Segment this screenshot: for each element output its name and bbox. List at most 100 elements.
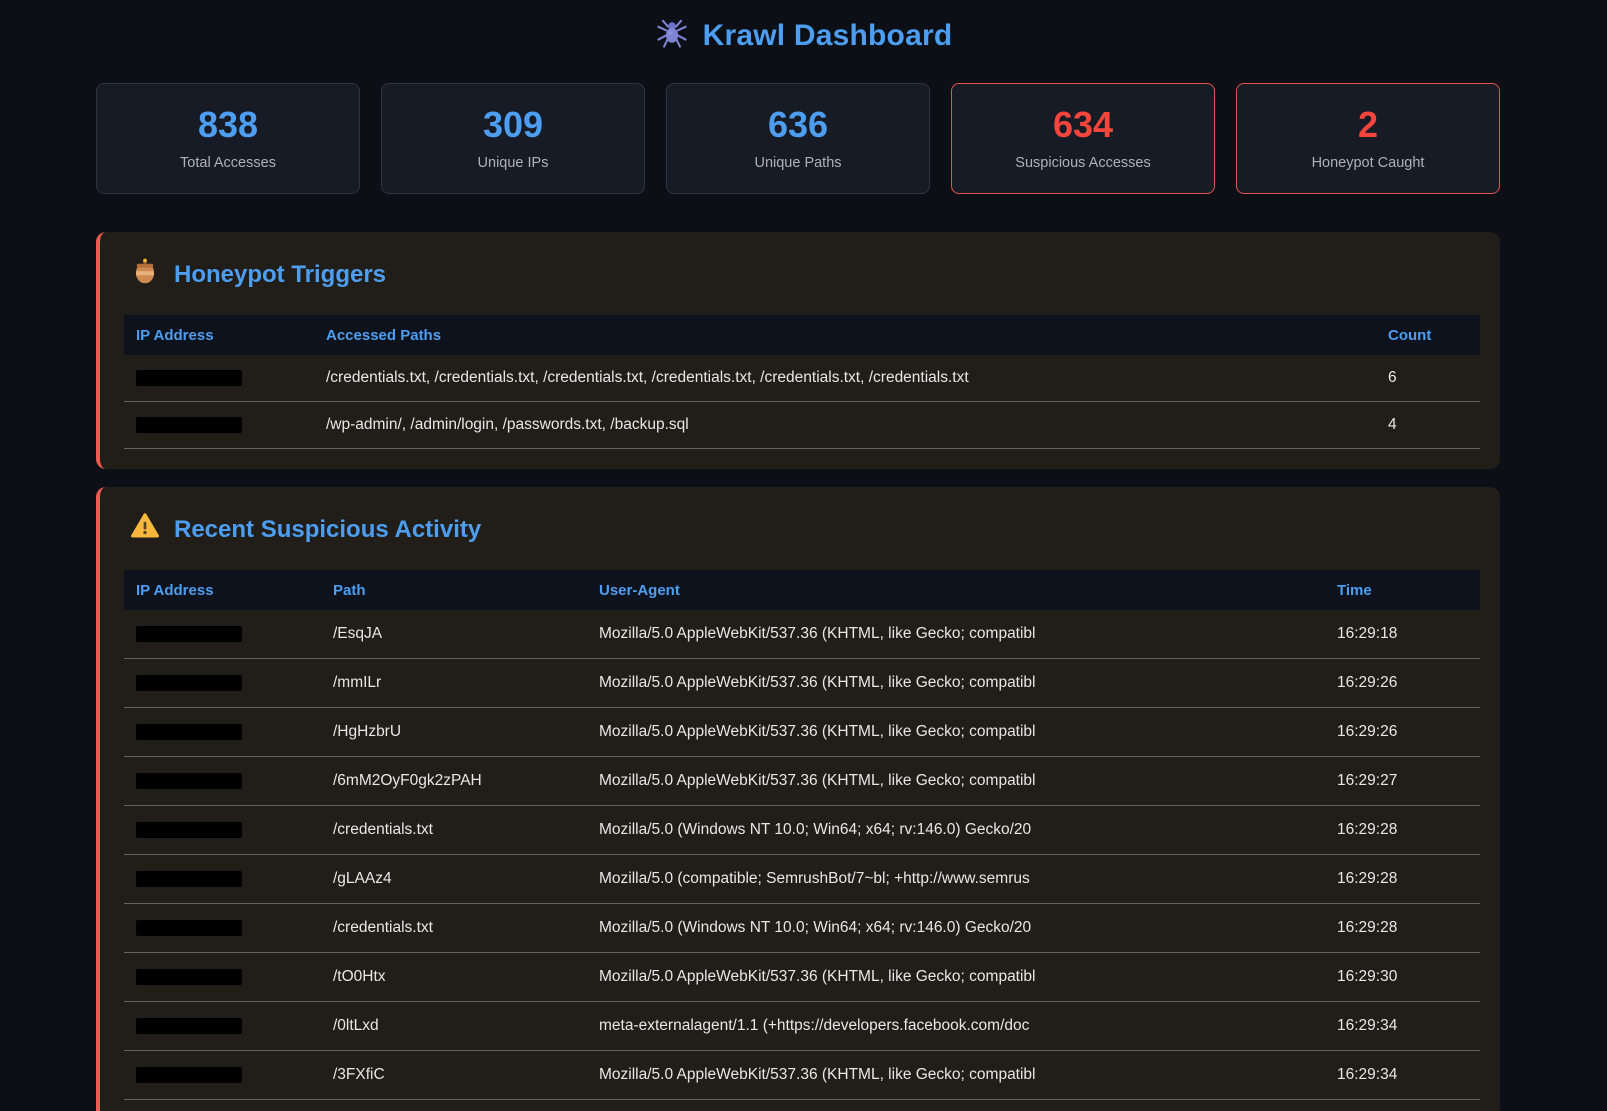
path-cell: /6mM2OyF0gk2zPAH: [321, 756, 587, 806]
user-agent-cell: Mozilla/5.0 (compatible; SemrushBot/7~bl…: [587, 854, 1325, 904]
time-cell: 16:29:26: [1325, 707, 1480, 757]
activity-table-row: /mmILr Mozilla/5.0 AppleWebKit/537.36 (KH…: [124, 658, 1480, 708]
path-cell: /gLAAz4: [321, 854, 587, 904]
activity-table-row: /6mM2OyF0gk2zPAH Mozilla/5.0 AppleWebKit/…: [124, 756, 1480, 806]
ip-address-cell: [124, 401, 314, 449]
time-cell: 16:29:27: [1325, 756, 1480, 806]
stat-card-suspicious-accesses: 634 Suspicious Accesses: [951, 83, 1215, 194]
stat-card-honeypot-caught: 2 Honeypot Caught: [1236, 83, 1500, 194]
activity-table-header-row: IP Address Path User-Agent Time: [124, 570, 1480, 610]
accessed-paths-cell: /credentials.txt, /credentials.txt, /cre…: [314, 355, 1376, 402]
honeypot-triggers-panel: Honeypot Triggers IP Address Accessed Pa…: [96, 232, 1500, 469]
honeypot-table-body: /credentials.txt, /credentials.txt, /cre…: [124, 355, 1480, 449]
accessed-paths-cell: /wp-admin/, /admin/login, /passwords.txt…: [314, 401, 1376, 449]
ip-address-cell: [124, 610, 321, 659]
honeypot-table-row: /credentials.txt, /credentials.txt, /cre…: [124, 355, 1480, 402]
page-title: Krawl Dashboard: [702, 18, 953, 52]
user-agent-cell: Mozilla/5.0 (Windows NT 10.0; Win64; x64…: [587, 805, 1325, 855]
ip-address-cell: [124, 1001, 321, 1051]
activity-table-row: /HgHzbrU Mozilla/5.0 AppleWebKit/537.36 (…: [124, 707, 1480, 757]
activity-table-row: /EsqJA Mozilla/5.0 AppleWebKit/537.36 (KH…: [124, 610, 1480, 659]
honeypot-table-header-row: IP Address Accessed Paths Count: [124, 315, 1480, 355]
ip-address-cell: [124, 903, 321, 953]
stat-label: Suspicious Accesses: [1015, 154, 1151, 171]
user-agent-cell: Mozilla/5.0 AppleWebKit/537.36 (KHTML, l…: [587, 707, 1325, 757]
path-cell: /HgHzbrU: [321, 707, 587, 757]
time-cell: 16:29:30: [1325, 952, 1480, 1002]
time-cell: 16:29:28: [1325, 903, 1480, 953]
path-cell: /tO0Htx: [321, 952, 587, 1002]
path-cell: /EsqJA: [321, 610, 587, 659]
redacted-ip-bar: [136, 369, 242, 386]
ip-address-cell: [124, 355, 314, 402]
stat-value: 2: [1357, 103, 1379, 145]
redacted-ip-bar: [136, 821, 242, 838]
spider-icon: [655, 16, 689, 55]
stat-label: Total Accesses: [180, 154, 276, 171]
activity-table-row: /credentials.txt Mozilla/5.0 (Windows NT …: [124, 805, 1480, 855]
ip-address-cell: [124, 1050, 321, 1100]
ip-address-cell: [124, 658, 321, 708]
activity-table-row: /credentials.txt Mozilla/5.0 (Windows NT …: [124, 903, 1480, 953]
stat-value: 634: [1052, 103, 1114, 145]
suspicious-activity-title: Recent Suspicious Activity: [174, 515, 482, 543]
redacted-ip-bar: [136, 968, 242, 985]
ip-address-cell: [124, 952, 321, 1002]
user-agent-cell: Mozilla/5.0 AppleWebKit/537.36 (KHTML, l…: [587, 952, 1325, 1002]
redacted-ip-bar: [136, 919, 242, 936]
honeypot-table: IP Address Accessed Paths Count /credent…: [124, 315, 1480, 449]
path-cell: /0ltLxd: [321, 1001, 587, 1051]
redacted-ip-bar: [136, 625, 242, 642]
honeypot-icon: [130, 256, 160, 293]
time-cell: 16:29:34: [1325, 1001, 1480, 1051]
warning-icon: [130, 511, 160, 548]
user-agent-cell: Mozilla/5.0 AppleWebKit/537.36 (KHTML, l…: [587, 610, 1325, 659]
count-cell: 6: [1376, 355, 1480, 402]
stat-card-unique-ips: 309 Unique IPs: [381, 83, 645, 194]
honeypot-triggers-title: Honeypot Triggers: [174, 260, 387, 288]
column-header-accessed-paths: Accessed Paths: [314, 315, 1376, 355]
activity-table-row: /gLAAz4 Mozilla/5.0 (compatible; SemrushB…: [124, 854, 1480, 904]
ip-address-cell: [124, 805, 321, 855]
count-cell: 4: [1376, 401, 1480, 449]
redacted-ip-bar: [136, 416, 242, 433]
path-cell: /credentials.txt: [321, 903, 587, 953]
user-agent-cell: Mozilla/5.0 AppleWebKit/537.36 (KHTML, l…: [587, 756, 1325, 806]
time-cell: 16:29:18: [1325, 610, 1480, 659]
time-cell: 16:29:34: [1325, 1050, 1480, 1100]
user-agent-cell: Mozilla/5.0 (Windows NT 10.0; Win64; x64…: [587, 903, 1325, 953]
redacted-ip-bar: [136, 723, 242, 740]
activity-table: IP Address Path User-Agent Time /EsqJA Mo…: [124, 570, 1480, 1100]
stat-value: 838: [197, 103, 259, 145]
activity-table-row: /3FXfiC Mozilla/5.0 AppleWebKit/537.36 (K…: [124, 1050, 1480, 1100]
honeypot-table-row: /wp-admin/, /admin/login, /passwords.txt…: [124, 401, 1480, 449]
column-header-ip-address: IP Address: [124, 315, 314, 355]
user-agent-cell: Mozilla/5.0 AppleWebKit/537.36 (KHTML, l…: [587, 658, 1325, 708]
activity-table-row: /0ltLxd meta-externalagent/1.1 (+https://…: [124, 1001, 1480, 1051]
path-cell: /3FXfiC: [321, 1050, 587, 1100]
column-header-path: Path: [321, 570, 587, 610]
time-cell: 16:29:28: [1325, 854, 1480, 904]
stats-row: 838 Total Accesses 309 Unique IPs 636 Unique …: [96, 83, 1500, 194]
suspicious-activity-heading: Recent Suspicious Activity: [130, 511, 1480, 548]
activity-table-row: /tO0Htx Mozilla/5.0 AppleWebKit/537.36 (K…: [124, 952, 1480, 1002]
stat-label: Honeypot Caught: [1311, 154, 1425, 171]
stat-value: 636: [767, 103, 829, 145]
time-cell: 16:29:26: [1325, 658, 1480, 708]
stat-card-unique-paths: 636 Unique Paths: [666, 83, 930, 194]
redacted-ip-bar: [136, 772, 242, 789]
time-cell: 16:29:28: [1325, 805, 1480, 855]
ip-address-cell: [124, 854, 321, 904]
activity-table-body: /EsqJA Mozilla/5.0 AppleWebKit/537.36 (KH…: [124, 610, 1480, 1100]
column-header-count: Count: [1376, 315, 1480, 355]
honeypot-triggers-heading: Honeypot Triggers: [130, 256, 1480, 293]
path-cell: /credentials.txt: [321, 805, 587, 855]
ip-address-cell: [124, 756, 321, 806]
stat-label: Unique Paths: [754, 154, 842, 171]
column-header-user-agent: User-Agent: [587, 570, 1325, 610]
ip-address-cell: [124, 707, 321, 757]
redacted-ip-bar: [136, 1017, 242, 1034]
suspicious-activity-panel: Recent Suspicious Activity IP Address Pa…: [96, 487, 1500, 1111]
user-agent-cell: Mozilla/5.0 AppleWebKit/537.36 (KHTML, l…: [587, 1050, 1325, 1100]
redacted-ip-bar: [136, 674, 242, 691]
